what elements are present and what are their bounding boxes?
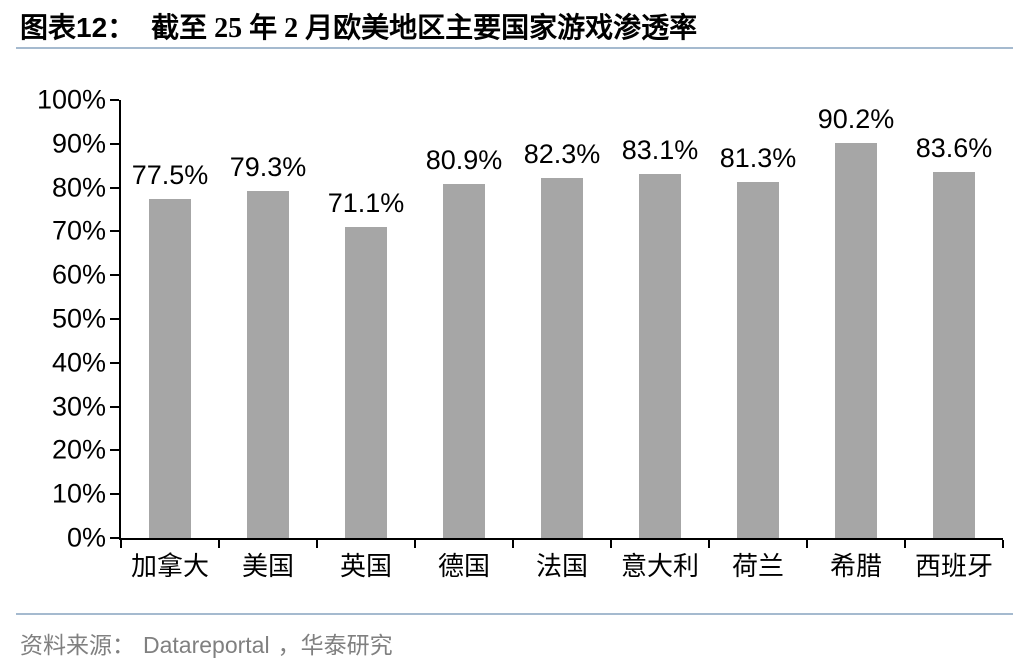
bar-value-label: 81.3% — [719, 142, 797, 173]
x-axis-category-label: 法国 — [535, 552, 589, 581]
bar-法国 — [541, 177, 583, 538]
y-axis-label: 30% — [51, 391, 106, 422]
x-axis-category-label: 西班牙 — [914, 552, 994, 581]
chart-title: 图表12： 截至 25 年 2 月欧美地区主要国家游戏渗透率 — [20, 6, 697, 46]
x-axis-tick — [512, 540, 514, 548]
y-axis-tick — [110, 537, 119, 539]
chart-title-index: 图表12： — [20, 12, 136, 43]
bar-value-label: 82.3% — [523, 138, 601, 169]
source-note: 资料来源： Datareportal ，华泰研究 — [20, 626, 393, 660]
x-axis-tick — [413, 540, 416, 548]
bar-value-label: 80.9% — [425, 144, 503, 175]
title-divider-line — [16, 47, 1013, 49]
y-axis-tick — [110, 318, 119, 320]
x-axis-category-label: 荷兰 — [731, 552, 785, 581]
y-axis-label: 20% — [51, 434, 106, 465]
bar-英国 — [345, 226, 387, 538]
y-axis-label: 0% — [66, 522, 106, 553]
y-axis-tick — [110, 186, 119, 189]
bar-意大利 — [639, 174, 681, 538]
bar-希腊 — [835, 142, 877, 538]
y-axis-tick — [110, 449, 119, 452]
source-name: Datareportal — [143, 632, 270, 658]
x-axis-category-label: 德国 — [437, 552, 491, 581]
bar-value-label: 79.3% — [229, 151, 307, 182]
x-axis-tick — [316, 540, 318, 548]
y-axis-label: 70% — [51, 215, 106, 246]
y-axis-tick — [110, 405, 119, 408]
y-axis-tick — [110, 493, 119, 496]
bar-荷兰 — [737, 181, 779, 538]
y-axis-tick — [110, 142, 119, 145]
bar-value-label: 90.2% — [817, 103, 895, 134]
bar-value-label: 83.1% — [621, 135, 699, 166]
x-axis-tick — [806, 540, 808, 548]
y-axis-label: 50% — [51, 303, 106, 334]
bar-德国 — [443, 183, 485, 538]
x-axis-category-label: 美国 — [241, 552, 294, 581]
x-axis-tick — [707, 540, 710, 548]
y-axis-tick — [110, 361, 119, 364]
x-axis-tick — [610, 540, 612, 548]
x-axis-category-label: 希腊 — [829, 552, 883, 581]
x-axis-tick — [1002, 540, 1004, 548]
bar-value-label: 71.1% — [327, 187, 405, 218]
x-axis-tick — [120, 540, 122, 548]
source-suffix: ，华泰研究 — [277, 633, 393, 658]
x-axis-tick — [904, 540, 906, 548]
bar-美国 — [246, 190, 289, 538]
y-axis-label: 90% — [51, 128, 106, 159]
y-axis-label: 80% — [51, 172, 106, 203]
x-axis-category-label: 意大利 — [620, 552, 700, 581]
footer-divider-line — [16, 613, 1013, 615]
y-axis-tick — [110, 230, 119, 233]
bar-西班牙 — [933, 171, 975, 538]
x-axis-category-label: 英国 — [339, 552, 393, 581]
y-axis-label: 60% — [51, 259, 106, 290]
y-axis-tick — [110, 99, 119, 101]
chart-title-text: 截至 25 年 2 月欧美地区主要国家游戏渗透率 — [151, 13, 698, 44]
bar-value-label: 83.6% — [915, 132, 993, 163]
y-axis-label: 10% — [51, 478, 106, 509]
bar-value-label: 77.5% — [131, 159, 209, 190]
plot-area: 0% 10% 20% 30% 40% 50% 60% 70% 80% 90% 100% 77.5% 加拿… — [37, 86, 1004, 580]
source-label: 资料来源： — [20, 633, 135, 658]
x-axis-tick — [218, 540, 220, 548]
y-axis-label: 100% — [36, 84, 106, 115]
y-axis-label: 40% — [51, 347, 106, 378]
y-axis-tick — [110, 274, 119, 277]
bar-加拿大 — [149, 198, 191, 538]
x-axis-category-label: 加拿大 — [130, 552, 210, 581]
